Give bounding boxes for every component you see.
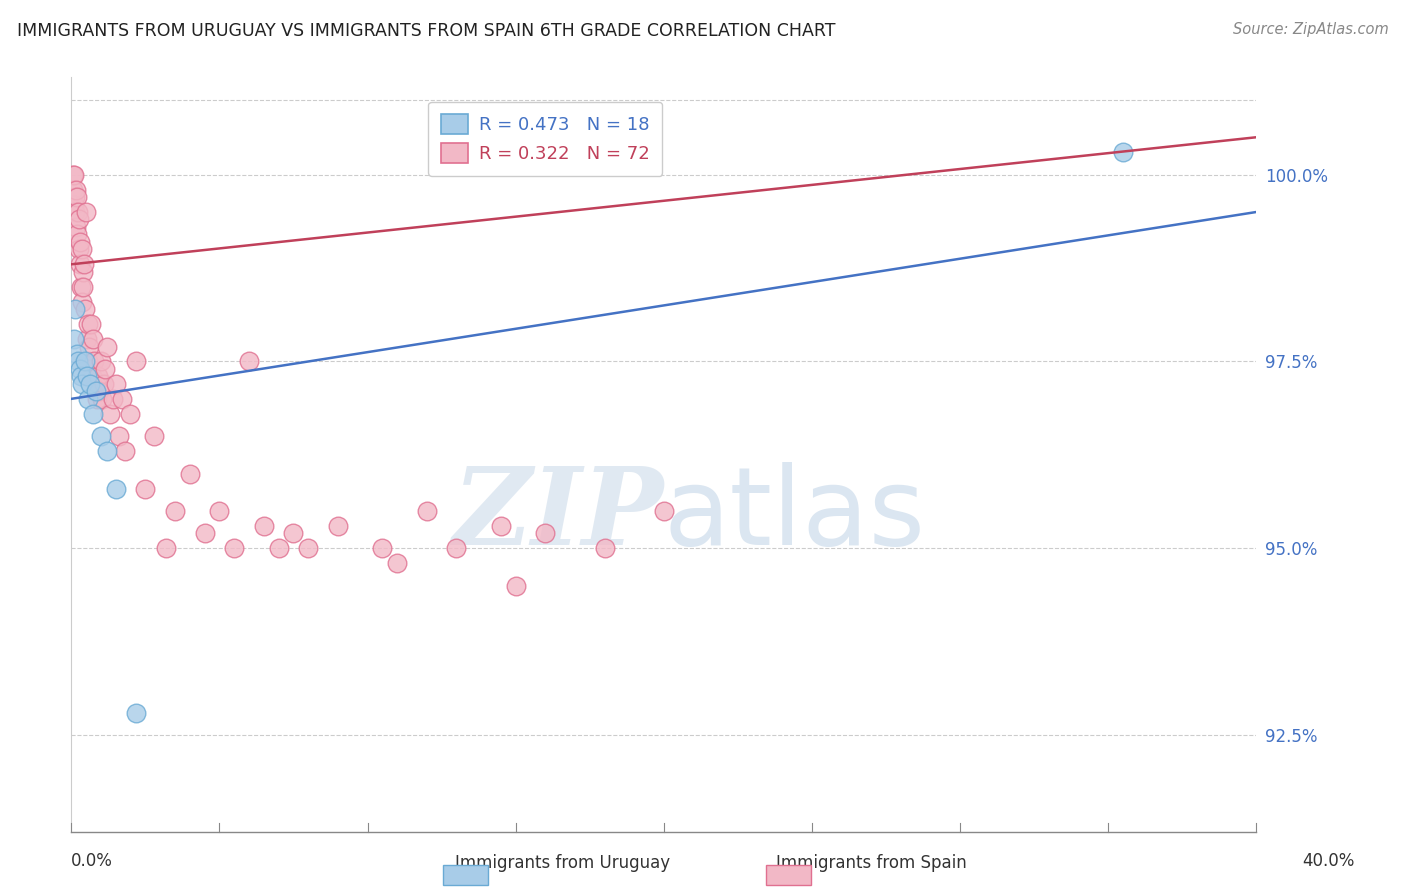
Point [489,519,512,533]
Point [593,541,616,556]
Point [652,504,675,518]
Point [62,183,84,197]
Point [73,354,96,368]
Point [125,706,148,720]
Point [82,332,104,346]
Point [80,317,103,331]
Point [65,183,87,197]
Point [297,541,319,556]
Point [69,362,91,376]
Point [83,354,105,368]
Point [65,347,87,361]
Point [87,369,110,384]
Point [283,526,305,541]
Point [163,504,186,518]
Point [77,354,100,368]
Point [63,168,86,182]
Point [238,354,260,368]
Point [155,541,177,556]
Point [84,376,107,391]
Point [534,526,557,541]
Point [67,243,90,257]
Point [98,407,121,421]
Point [66,354,89,368]
Point [69,235,91,249]
Point [77,392,100,406]
Point [79,339,101,353]
Point [224,541,246,556]
Point [76,332,98,346]
Point [67,205,90,219]
Point [72,265,94,279]
Point [65,205,87,219]
Point [69,369,91,384]
Point [66,227,89,242]
Point [143,429,166,443]
Point [70,243,93,257]
Point [62,168,84,182]
Point [104,482,127,496]
Point [1112,145,1135,160]
Point [70,279,93,293]
Point [267,541,290,556]
Point [63,302,86,317]
Point [120,407,142,421]
Point [253,519,276,533]
Point [66,190,89,204]
Text: IMMIGRANTS FROM URUGUAY VS IMMIGRANTS FROM SPAIN 6TH GRADE CORRELATION CHART: IMMIGRANTS FROM URUGUAY VS IMMIGRANTS FR… [17,22,835,40]
Point [371,541,394,556]
Point [73,257,96,271]
Point [75,302,97,317]
Point [69,257,91,271]
Point [82,407,104,421]
Point [91,392,114,406]
Point [72,279,94,293]
Point [208,504,231,518]
Point [75,205,97,219]
Point [76,369,98,384]
Point [110,392,132,406]
Point [80,369,103,384]
Point [193,526,215,541]
Point [94,362,117,376]
Point [416,504,439,518]
Legend: R = 0.473   N = 18, R = 0.322   N = 72: R = 0.473 N = 18, R = 0.322 N = 72 [429,102,662,176]
Point [90,354,112,368]
Point [179,467,201,481]
Point [63,197,86,211]
Point [76,317,98,331]
Point [93,376,115,391]
Point [72,376,94,391]
Point [505,579,527,593]
Text: atlas: atlas [664,462,925,568]
Point [86,384,108,399]
Point [326,519,349,533]
Point [62,332,84,346]
Point [96,444,118,458]
Point [385,557,408,571]
Point [70,294,93,309]
Point [86,392,108,406]
Point [79,362,101,376]
Text: ZIP: ZIP [453,462,664,568]
Point [125,354,148,368]
Point [96,339,118,353]
Point [79,376,101,391]
Text: 40.0%: 40.0% [1302,852,1355,870]
Point [63,190,86,204]
Text: Immigrants from Spain: Immigrants from Spain [776,855,967,872]
Point [90,429,112,443]
Point [134,482,156,496]
Point [446,541,468,556]
Point [89,384,111,399]
Point [101,392,124,406]
Text: Source: ZipAtlas.com: Source: ZipAtlas.com [1233,22,1389,37]
Text: 0.0%: 0.0% [70,852,112,870]
Point [107,429,129,443]
Point [65,219,87,234]
Point [104,376,127,391]
Text: Immigrants from Uruguay: Immigrants from Uruguay [454,855,671,872]
Point [114,444,136,458]
Point [67,212,90,227]
